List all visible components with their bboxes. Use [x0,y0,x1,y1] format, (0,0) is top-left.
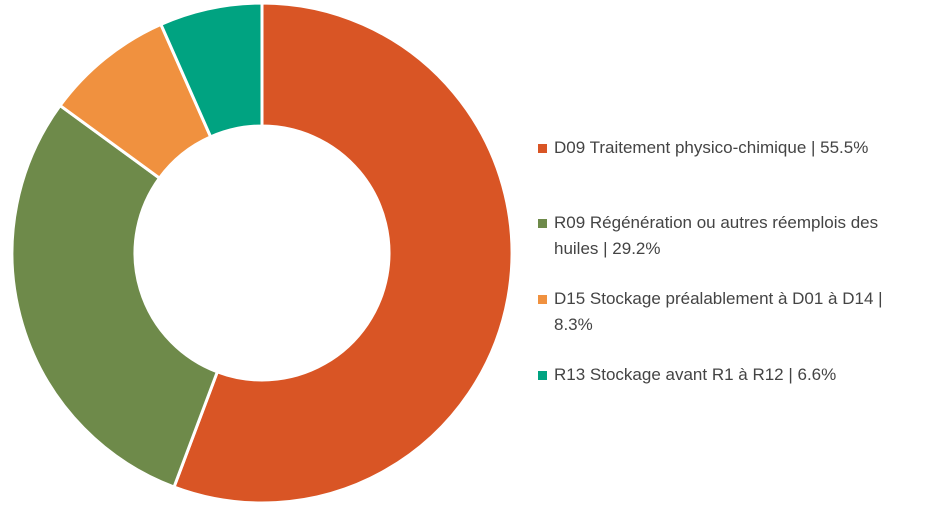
legend-entry: D09 Traitement physico-chimique | 55.5% [538,135,918,161]
legend-entry: D15 Stockage préalablement à D01 à D14 |… [538,286,918,338]
donut-slice [158,1,264,139]
legend-swatch [538,219,547,228]
donut-slice [10,103,220,489]
legend-swatch [538,295,547,304]
legend-label: D15 Stockage préalablement à D01 à D14 |… [554,289,883,334]
legend-label: R09 Régénération ou autres réemplois des… [554,213,879,258]
donut [10,1,514,505]
legend-label: R13 Stockage avant R1 à R12 | 6.6% [554,365,837,384]
legend-entry: R09 Régénération ou autres réemplois des… [538,210,918,262]
legend-swatch [538,371,547,380]
donut-slice [172,1,514,505]
legend-entry: R13 Stockage avant R1 à R12 | 6.6% [538,362,918,388]
legend-swatch [538,144,547,153]
legend-label: D09 Traitement physico-chimique | 55.5% [554,138,869,157]
